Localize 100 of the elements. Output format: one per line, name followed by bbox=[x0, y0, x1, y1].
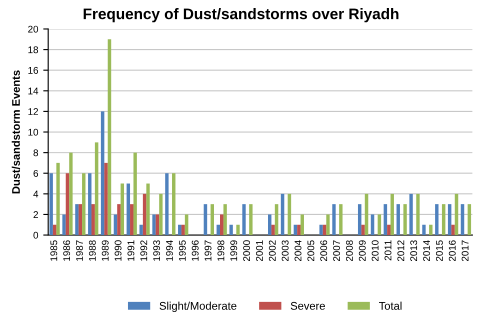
bar bbox=[300, 214, 304, 236]
y-tick-label: 10 bbox=[28, 128, 38, 136]
bar bbox=[361, 224, 365, 236]
bar bbox=[390, 194, 394, 236]
bar bbox=[442, 204, 446, 236]
bar bbox=[49, 173, 53, 236]
x-tick-label: 1993 bbox=[153, 240, 160, 261]
bar bbox=[429, 224, 433, 236]
bar bbox=[422, 224, 426, 236]
bar bbox=[274, 204, 278, 236]
bar bbox=[88, 173, 92, 236]
x-tick-label: 2003 bbox=[282, 240, 289, 262]
x-tick-label: 1985 bbox=[50, 240, 58, 261]
bar bbox=[178, 224, 182, 236]
bar bbox=[280, 194, 284, 236]
bar bbox=[117, 204, 121, 236]
bar bbox=[104, 162, 108, 236]
x-tick-label: 2001 bbox=[256, 240, 263, 262]
bar bbox=[216, 224, 220, 236]
bar bbox=[271, 224, 275, 236]
x-tick-label: 1999 bbox=[230, 240, 238, 261]
bar bbox=[156, 214, 160, 236]
x-tick-label: 2008 bbox=[346, 240, 353, 262]
bar bbox=[204, 204, 208, 236]
x-tick-label: 1995 bbox=[178, 240, 186, 261]
y-tick-label: 18 bbox=[28, 46, 38, 54]
x-tick-label: 2009 bbox=[358, 240, 366, 262]
x-tick-label: 2011 bbox=[384, 240, 392, 260]
x-tick-label: 1997 bbox=[204, 240, 212, 261]
bar bbox=[62, 214, 66, 236]
bar bbox=[172, 173, 176, 236]
bar bbox=[133, 152, 137, 236]
x-tick-label: 2002 bbox=[268, 240, 276, 262]
bar bbox=[56, 162, 60, 236]
bar bbox=[130, 204, 134, 236]
bar bbox=[184, 214, 188, 236]
bar bbox=[297, 224, 301, 236]
bar bbox=[223, 204, 227, 236]
bar bbox=[384, 204, 388, 236]
bar bbox=[319, 224, 323, 236]
bar bbox=[229, 224, 233, 236]
bar bbox=[142, 194, 146, 236]
y-tick-label: 4 bbox=[33, 190, 38, 198]
bar bbox=[416, 194, 420, 236]
x-tick-label: 1994 bbox=[166, 240, 173, 261]
x-tick-label: 2005 bbox=[307, 240, 314, 262]
bar bbox=[159, 194, 163, 236]
y-tick-label: 12 bbox=[28, 108, 38, 115]
bar bbox=[126, 184, 130, 236]
bar bbox=[52, 224, 56, 236]
legend-label: Severe bbox=[290, 302, 325, 310]
bar bbox=[294, 224, 298, 236]
bar bbox=[220, 214, 224, 236]
y-axis-title: Dust/sandstorm Events bbox=[12, 70, 20, 194]
y-tick-label: 20 bbox=[28, 26, 38, 33]
chart-title: Frequency of Dust/sandstorms over Riyadh bbox=[84, 8, 398, 22]
bar bbox=[288, 194, 292, 236]
y-tick-label: 8 bbox=[33, 149, 38, 156]
bar bbox=[82, 173, 86, 236]
x-tick-label: 2014 bbox=[423, 240, 430, 262]
x-tick-label: 1998 bbox=[217, 240, 224, 261]
x-tick-label: 1991 bbox=[127, 240, 134, 261]
bar bbox=[165, 173, 169, 236]
x-tick-label: 2016 bbox=[448, 240, 456, 262]
bar bbox=[139, 224, 143, 236]
x-tick-label: 2012 bbox=[397, 240, 404, 262]
bar bbox=[451, 224, 455, 236]
x-tick-label: 1987 bbox=[76, 240, 83, 261]
x-tick-label: 1996 bbox=[192, 240, 199, 261]
y-tick-label: 2 bbox=[34, 211, 38, 218]
y-tick-label: 0 bbox=[33, 232, 38, 239]
bar bbox=[91, 204, 95, 236]
bar bbox=[78, 204, 82, 236]
x-tick-label: 2017 bbox=[462, 240, 469, 262]
bar bbox=[181, 224, 185, 236]
bar bbox=[448, 204, 452, 236]
bar bbox=[268, 214, 272, 236]
x-tick-label: 1988 bbox=[88, 240, 96, 261]
bar bbox=[322, 224, 326, 236]
x-tick-label: 2006 bbox=[320, 240, 328, 262]
x-tick-label: 1989 bbox=[102, 240, 109, 261]
legend-label: Total bbox=[379, 302, 402, 310]
bar bbox=[468, 204, 472, 236]
bar bbox=[339, 204, 343, 236]
bar bbox=[378, 214, 382, 236]
x-tick-label: 1986 bbox=[63, 240, 70, 261]
bar bbox=[387, 224, 391, 236]
bar bbox=[75, 204, 79, 236]
bar bbox=[358, 204, 362, 236]
x-tick-label: 2015 bbox=[436, 240, 443, 262]
x-tick-label: 2007 bbox=[333, 240, 340, 262]
x-tick-label: 2010 bbox=[372, 240, 379, 262]
legend-label: Slight/Moderate bbox=[160, 302, 236, 312]
bar bbox=[100, 111, 104, 236]
y-tick-label: 16 bbox=[28, 66, 38, 74]
x-tick-label: 1992 bbox=[140, 240, 148, 261]
bar bbox=[435, 204, 439, 236]
bar bbox=[210, 204, 214, 236]
y-tick-label: 6 bbox=[34, 170, 38, 177]
x-tick-label: 1990 bbox=[114, 240, 122, 261]
